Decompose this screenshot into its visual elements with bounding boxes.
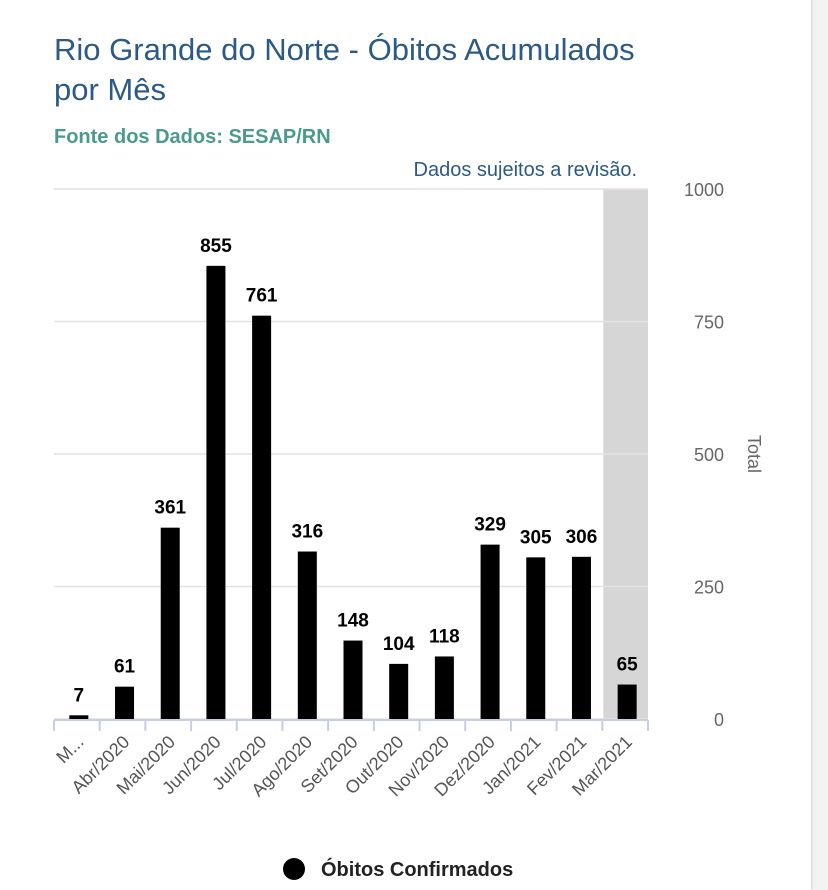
bar-value-label: 65 — [617, 655, 639, 676]
bar-value-label: 855 — [200, 236, 232, 257]
y-axis-title: Total — [744, 435, 764, 473]
bar-value-label: 118 — [429, 626, 460, 647]
bar[interactable] — [252, 315, 272, 719]
bar-value-label: 104 — [383, 634, 415, 655]
bar-value-label: 148 — [337, 611, 369, 632]
bar-chart: 0 250 500 750 1000 Total Dados sujeitos a revi… — [52, 159, 764, 881]
chart-title: Rio Grande do Norte - Óbitos Acumulados … — [54, 32, 635, 107]
bar[interactable] — [571, 556, 591, 719]
bar-value-label: 61 — [114, 657, 136, 678]
y-tick-label: 250 — [694, 578, 724, 598]
bar[interactable] — [160, 527, 180, 719]
bar-value-label: 761 — [246, 286, 278, 307]
bar[interactable] — [617, 684, 637, 719]
bar[interactable] — [343, 640, 363, 719]
bar-value-label: 316 — [291, 522, 323, 543]
x-tick-label: M... — [52, 732, 87, 767]
y-tick-label: 750 — [694, 313, 724, 333]
bar-value-label: 306 — [566, 527, 598, 548]
bar[interactable] — [206, 265, 226, 719]
bar[interactable] — [389, 663, 409, 719]
bar[interactable] — [297, 551, 317, 719]
y-tick-label: 1000 — [684, 180, 724, 200]
bar[interactable] — [480, 544, 500, 719]
legend-marker[interactable] — [283, 858, 305, 880]
bar[interactable] — [69, 715, 89, 719]
revision-note: Dados sujeitos a revisão. — [414, 159, 637, 181]
y-tick-label: 0 — [714, 710, 724, 730]
bar-value-label: 329 — [474, 515, 506, 536]
bar-value-label: 305 — [520, 527, 552, 548]
y-tick-label: 500 — [694, 445, 724, 465]
bar-value-label: 361 — [154, 498, 186, 519]
bar[interactable] — [526, 557, 546, 719]
bar[interactable] — [434, 656, 454, 719]
chart-subtitle: Fonte dos Dados: SESAP/RN — [54, 126, 331, 148]
bar-value-label: 7 — [74, 685, 85, 706]
legend-label[interactable]: Óbitos Confirmados — [321, 857, 513, 881]
bar[interactable] — [115, 686, 135, 719]
